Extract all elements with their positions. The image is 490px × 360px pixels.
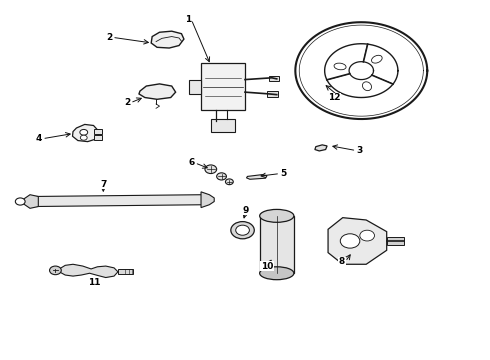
Text: 12: 12 bbox=[328, 93, 340, 102]
Polygon shape bbox=[246, 175, 267, 179]
Circle shape bbox=[340, 234, 360, 248]
Circle shape bbox=[49, 266, 61, 275]
Text: 1: 1 bbox=[185, 15, 191, 24]
Polygon shape bbox=[23, 195, 38, 208]
Circle shape bbox=[217, 173, 226, 180]
Circle shape bbox=[360, 230, 374, 241]
Circle shape bbox=[15, 198, 25, 205]
Bar bbox=[94, 129, 102, 134]
Circle shape bbox=[225, 179, 233, 185]
Polygon shape bbox=[139, 84, 175, 99]
Circle shape bbox=[231, 222, 254, 239]
Bar bbox=[201, 63, 245, 110]
Polygon shape bbox=[267, 91, 278, 97]
Text: 5: 5 bbox=[280, 169, 287, 178]
Bar bbox=[260, 216, 294, 273]
Bar bbox=[94, 135, 102, 140]
Polygon shape bbox=[73, 125, 98, 141]
Text: 6: 6 bbox=[189, 158, 195, 167]
Text: 2: 2 bbox=[124, 98, 130, 107]
Text: 9: 9 bbox=[243, 206, 249, 215]
Polygon shape bbox=[59, 264, 118, 278]
Circle shape bbox=[80, 130, 88, 135]
Ellipse shape bbox=[260, 267, 294, 280]
Text: 7: 7 bbox=[100, 180, 106, 189]
Bar bbox=[189, 80, 201, 94]
Bar bbox=[211, 119, 235, 132]
Text: 3: 3 bbox=[356, 146, 363, 155]
Bar bbox=[387, 237, 404, 244]
Polygon shape bbox=[328, 218, 387, 264]
Polygon shape bbox=[201, 192, 214, 208]
Text: 11: 11 bbox=[88, 278, 101, 287]
Polygon shape bbox=[270, 76, 279, 81]
Text: 2: 2 bbox=[106, 33, 112, 42]
Polygon shape bbox=[32, 195, 203, 207]
Polygon shape bbox=[315, 145, 327, 151]
Circle shape bbox=[205, 165, 217, 174]
Text: 4: 4 bbox=[36, 134, 42, 143]
Ellipse shape bbox=[260, 210, 294, 222]
Circle shape bbox=[236, 225, 249, 235]
Polygon shape bbox=[118, 269, 133, 274]
Text: 8: 8 bbox=[339, 257, 345, 266]
Polygon shape bbox=[151, 31, 184, 48]
Circle shape bbox=[80, 135, 87, 140]
Text: 10: 10 bbox=[261, 262, 273, 271]
